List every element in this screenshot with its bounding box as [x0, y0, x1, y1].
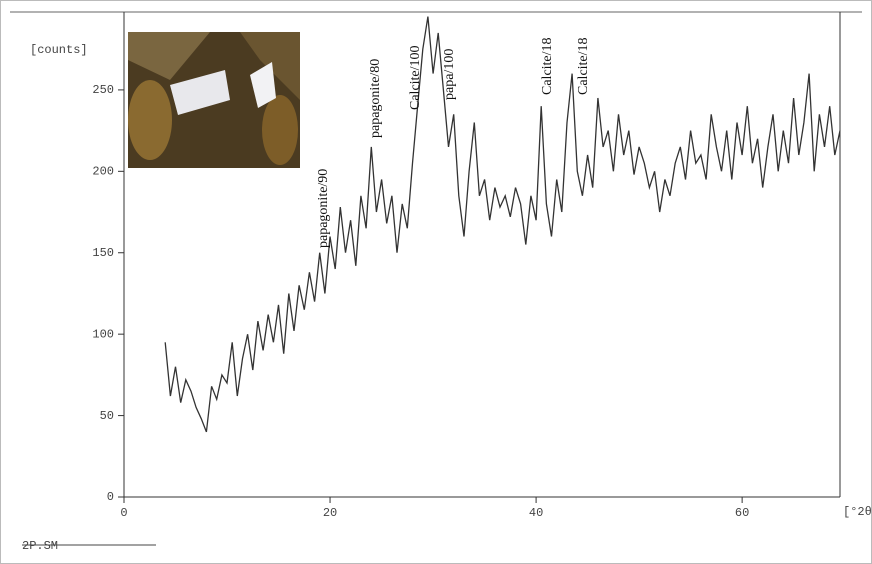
y-tick-label: 150: [92, 246, 114, 260]
y-tick-label: 50: [100, 409, 114, 423]
y-tick-label: 250: [92, 83, 114, 97]
peak-annotation: papagonite/80: [368, 59, 383, 138]
y-tick-label: 200: [92, 164, 114, 178]
y-tick-label: 100: [92, 327, 114, 341]
y-tick-label: 0: [107, 490, 114, 504]
peak-annotation: papa/100: [442, 49, 457, 100]
peak-annotation: papagonite/90: [316, 169, 331, 248]
x-tick-label: 0: [120, 506, 127, 520]
data-line: [164, 16, 841, 433]
x-tick-label: 60: [735, 506, 749, 520]
photo-inset: [128, 32, 300, 168]
peak-annotation: Calcite/18: [576, 37, 591, 95]
peak-annotation: Calcite/100: [408, 45, 423, 110]
footer-label: 2P.SM: [22, 539, 58, 553]
x-axis-label: [°2θ]: [843, 505, 872, 519]
x-tick-label: 40: [529, 506, 543, 520]
peak-annotation: Calcite/18: [540, 37, 555, 95]
x-tick-label: 20: [323, 506, 337, 520]
y-axis-label: [counts]: [30, 43, 88, 57]
